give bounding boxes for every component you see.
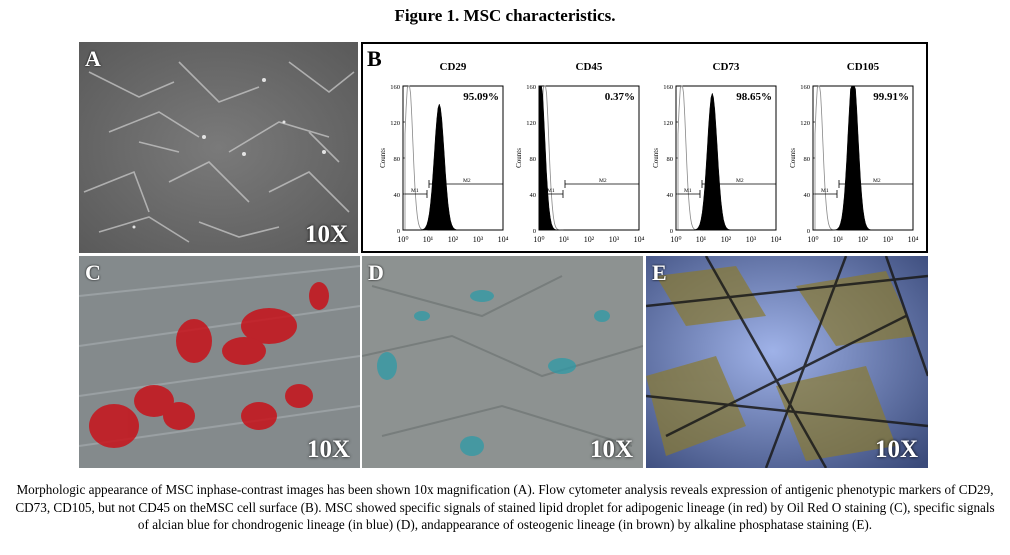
plot-frame — [538, 85, 640, 231]
figure-caption: Morphologic appearance of MSC inphase-co… — [15, 482, 995, 532]
y-axis-label: Counts — [789, 148, 797, 168]
sample-histogram — [813, 85, 913, 231]
y-tick-label: 120 — [390, 120, 400, 127]
y-tick-label: 80 — [394, 156, 401, 163]
gate-m1-label: M1 — [684, 188, 692, 194]
histogram-title: CD45 — [576, 61, 603, 73]
x-tick-label: 10⁴ — [908, 235, 919, 244]
y-tick-label: 80 — [804, 156, 811, 163]
oil-red-o-image — [79, 256, 360, 468]
magnification-label: 10X — [589, 436, 633, 463]
y-tick-label: 120 — [526, 120, 536, 127]
y-tick-label: 40 — [667, 192, 674, 199]
x-tick-label: 10¹ — [423, 235, 434, 244]
histogram-title: CD105 — [847, 61, 880, 73]
control-curve — [677, 85, 701, 231]
panel-letter: B — [367, 46, 382, 71]
flow-cytometry-histograms: CD29 95.09% 0 40 80 120 160 Counts 10⁰ 10¹ 10² 10³ 1… — [379, 61, 919, 244]
x-tick-label: 10⁰ — [397, 235, 408, 244]
x-tick-label: 10⁴ — [498, 235, 509, 244]
phase-contrast-cells-image — [79, 42, 358, 253]
percent-label: 95.09% — [463, 91, 499, 103]
x-tick-label: 10⁰ — [533, 235, 544, 244]
y-tick-label: 160 — [390, 84, 400, 91]
percent-label: 98.65% — [736, 91, 772, 103]
panel-e-alkaline-phosphatase-staining: E 10X — [646, 256, 928, 468]
x-tick-label: 10¹ — [696, 235, 707, 244]
panel-a-phase-contrast-image: A 10X — [79, 42, 358, 253]
control-curve — [404, 85, 428, 231]
gate-m1-label: M1 — [821, 188, 829, 194]
alcian-blue-image — [362, 256, 643, 468]
x-tick-label: 10² — [858, 235, 869, 244]
panel-letter: A — [85, 46, 101, 71]
histogram-title: CD29 — [440, 61, 467, 73]
percent-label: 99.91% — [873, 91, 909, 103]
sample-histogram — [676, 92, 776, 231]
gate-m2-label: M2 — [873, 178, 881, 184]
y-tick-label: 160 — [526, 84, 536, 91]
alkaline-phosphatase-image — [646, 256, 928, 468]
y-tick-label: 80 — [667, 156, 674, 163]
y-tick-label: 0 — [807, 228, 810, 235]
y-tick-label: 80 — [530, 156, 537, 163]
gate-m2-label: M2 — [736, 178, 744, 184]
y-axis-label: Counts — [379, 148, 387, 168]
panel-letter: C — [85, 260, 101, 285]
gate-m2-label: M2 — [463, 178, 471, 184]
histogram-cd45: CD45 0.37% 0 40 80 120 160 Counts 10⁰ 10¹ 10² 10³ 10… — [515, 61, 645, 244]
sample-histogram — [538, 85, 639, 231]
y-tick-label: 120 — [800, 120, 810, 127]
histogram-cd105: CD105 99.91% 0 40 80 120 160 Counts 10⁰ 10¹ 10² 10³… — [789, 61, 919, 244]
x-tick-label: 10⁰ — [670, 235, 681, 244]
x-tick-label: 10² — [584, 235, 595, 244]
panel-b-flow-cytometry: CD29 95.09% 0 40 80 120 160 Counts 10⁰ 10¹ 10² 10³ 1… — [361, 42, 928, 253]
control-curve — [814, 85, 838, 231]
y-tick-label: 40 — [804, 192, 811, 199]
x-tick-label: 10² — [721, 235, 732, 244]
histogram-title: CD73 — [713, 61, 740, 73]
gate-m1-label: M1 — [547, 188, 555, 194]
x-tick-label: 10³ — [609, 235, 620, 244]
y-tick-label: 160 — [800, 84, 810, 91]
panel-letter: E — [652, 260, 667, 285]
histogram-cd29: CD29 95.09% 0 40 80 120 160 Counts 10⁰ 10¹ 10² 10³ 1… — [379, 61, 509, 244]
x-tick-label: 10³ — [473, 235, 484, 244]
panel-d-alcian-blue-staining: D 10X — [362, 256, 643, 468]
sample-histogram — [403, 103, 503, 231]
y-tick-label: 120 — [663, 120, 673, 127]
panel-letter: D — [368, 260, 384, 285]
x-tick-label: 10⁰ — [807, 235, 818, 244]
y-tick-label: 40 — [530, 192, 537, 199]
panel-c-oil-red-o-staining: C 10X — [79, 256, 360, 468]
y-axis-label: Counts — [515, 148, 523, 168]
y-axis-label: Counts — [652, 148, 660, 168]
x-tick-label: 10³ — [746, 235, 757, 244]
histogram-cd73: CD73 98.65% 0 40 80 120 160 Counts 10⁰ 10¹ 10² 10³ 1… — [652, 61, 782, 244]
x-tick-label: 10¹ — [559, 235, 570, 244]
y-tick-label: 40 — [394, 192, 401, 199]
gate-m1-label: M1 — [411, 188, 419, 194]
x-tick-label: 10⁴ — [771, 235, 782, 244]
y-tick-label: 0 — [670, 228, 673, 235]
y-tick-label: 0 — [533, 228, 536, 235]
magnification-label: 10X — [874, 436, 918, 463]
x-tick-label: 10¹ — [833, 235, 844, 244]
plot-frame — [402, 85, 504, 231]
magnification-label: 10X — [306, 436, 350, 463]
y-tick-label: 0 — [397, 228, 400, 235]
y-tick-label: 160 — [663, 84, 673, 91]
x-tick-label: 10⁴ — [634, 235, 645, 244]
x-tick-label: 10² — [448, 235, 459, 244]
magnification-label: 10X — [304, 221, 348, 248]
percent-label: 0.37% — [605, 91, 635, 103]
figure-title: Figure 1. MSC characteristics. — [394, 6, 616, 25]
plot-frame — [675, 85, 777, 231]
gate-m2-label: M2 — [599, 178, 607, 184]
x-tick-label: 10³ — [883, 235, 894, 244]
